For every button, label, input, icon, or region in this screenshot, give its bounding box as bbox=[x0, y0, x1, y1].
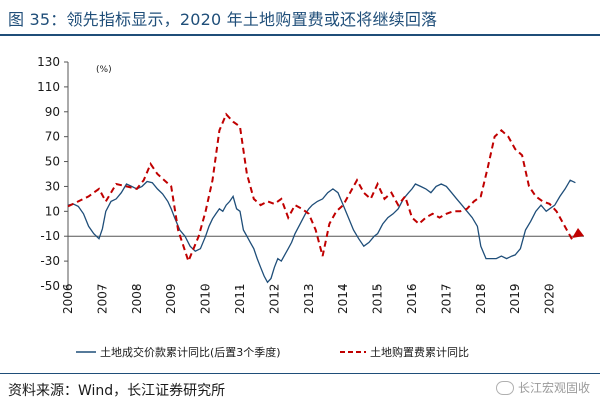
y-tick-label: -30 bbox=[40, 254, 60, 268]
y-tick-label: -10 bbox=[40, 229, 60, 243]
x-tick-label: 2017 bbox=[439, 283, 453, 314]
y-tick-label: 30 bbox=[45, 179, 60, 193]
title-rule bbox=[0, 34, 600, 36]
x-tick-label: 2014 bbox=[336, 283, 350, 314]
series-land-transaction-line bbox=[67, 179, 576, 284]
x-tick-label: 2019 bbox=[508, 283, 522, 314]
x-tick-label: 2012 bbox=[267, 283, 281, 314]
y-tick-label: 10 bbox=[45, 204, 60, 218]
wechat-icon bbox=[495, 380, 514, 395]
x-tick-label: 2007 bbox=[95, 283, 109, 314]
legend-label-1: 土地成交价款累计同比(后置3个季度) bbox=[100, 345, 281, 359]
footer-rule bbox=[0, 373, 600, 374]
x-tick-label: 2015 bbox=[371, 283, 385, 314]
y-tick-label: 70 bbox=[45, 130, 60, 144]
x-tick-label: 2020 bbox=[543, 283, 557, 314]
chart-title: 图 35：领先指标显示，2020 年土地购置费或还将继续回落 bbox=[8, 10, 438, 29]
arrow-head bbox=[572, 228, 584, 238]
y-tick-label: 110 bbox=[37, 80, 60, 94]
y-tick-label: 50 bbox=[45, 155, 60, 169]
x-tick-label: 2011 bbox=[233, 283, 247, 314]
x-tick-label: 2016 bbox=[405, 283, 419, 314]
watermark-text: 长江宏观固收 bbox=[517, 381, 590, 395]
legend-label-2: 土地购置费累计同比 bbox=[370, 345, 469, 359]
x-tick-label: 2013 bbox=[302, 283, 316, 314]
series-land-purchase-line bbox=[67, 112, 575, 264]
x-tick-label: 2006 bbox=[61, 283, 75, 314]
x-tick-label: 2010 bbox=[199, 283, 213, 314]
y-tick-label: 130 bbox=[37, 55, 60, 69]
y-tick-label: -50 bbox=[40, 279, 60, 293]
unit-label: (%) bbox=[96, 65, 112, 75]
source-note: 资料来源：Wind，长江证券研究所 bbox=[8, 383, 226, 399]
watermark: 长江宏观固收 bbox=[495, 379, 590, 396]
x-tick-label: 2018 bbox=[474, 283, 488, 314]
y-tick-label: 90 bbox=[45, 105, 60, 119]
x-tick-label: 2008 bbox=[130, 283, 144, 314]
x-tick-label: 2009 bbox=[164, 283, 178, 314]
